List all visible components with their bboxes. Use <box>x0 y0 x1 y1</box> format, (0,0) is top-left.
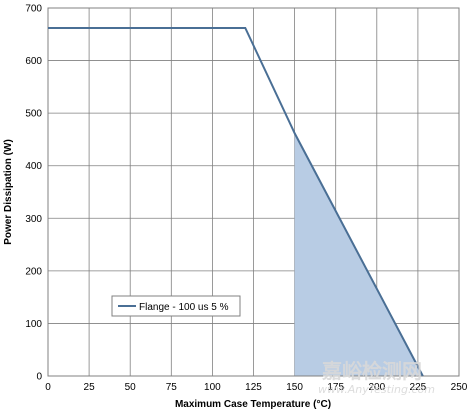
y-tick-label: 700 <box>25 4 42 15</box>
x-tick-label: 125 <box>245 382 262 393</box>
y-tick-label: 200 <box>25 266 42 277</box>
x-tick-labels: 0 25 50 75 100 125 150 175 200 225 250 <box>45 382 468 393</box>
series-line-flange <box>48 26 424 377</box>
x-tick-label: 250 <box>451 382 468 393</box>
plot-border <box>47 7 460 377</box>
x-axis-title: Maximum Case Temperature (°C) <box>175 399 331 410</box>
x-tick-label: 175 <box>327 382 344 393</box>
y-tick-label: 300 <box>25 214 42 225</box>
x-tick-label: 200 <box>368 382 385 393</box>
y-tick-label: 600 <box>25 56 42 67</box>
y-tick-labels: 0 100 200 300 400 500 600 700 <box>25 4 42 383</box>
watermark: 嘉峪检测网 www.AnyTesting.com <box>318 359 435 396</box>
legend: Flange - 100 us 5 % <box>111 295 241 317</box>
x-tick-label: 75 <box>166 382 178 393</box>
y-tick-label: 400 <box>25 161 42 172</box>
legend-box <box>111 295 241 317</box>
y-tick-label: 100 <box>25 319 42 330</box>
x-tick-label: 50 <box>125 382 137 393</box>
x-tick-label: 0 <box>45 382 51 393</box>
x-tick-label: 25 <box>84 382 96 393</box>
watermark-text: 嘉峪检测网 <box>321 359 422 383</box>
y-tick-label: 0 <box>36 372 42 383</box>
x-tick-label: 225 <box>410 382 427 393</box>
x-tick-label: 150 <box>286 382 303 393</box>
y-tick-label: 500 <box>25 109 42 120</box>
legend-label: Flange - 100 us 5 % <box>139 302 229 313</box>
x-tick-label: 100 <box>204 382 221 393</box>
y-axis-title: Power Dissipation (W) <box>3 139 14 245</box>
watermark-url: www.AnyTesting.com <box>318 383 435 396</box>
